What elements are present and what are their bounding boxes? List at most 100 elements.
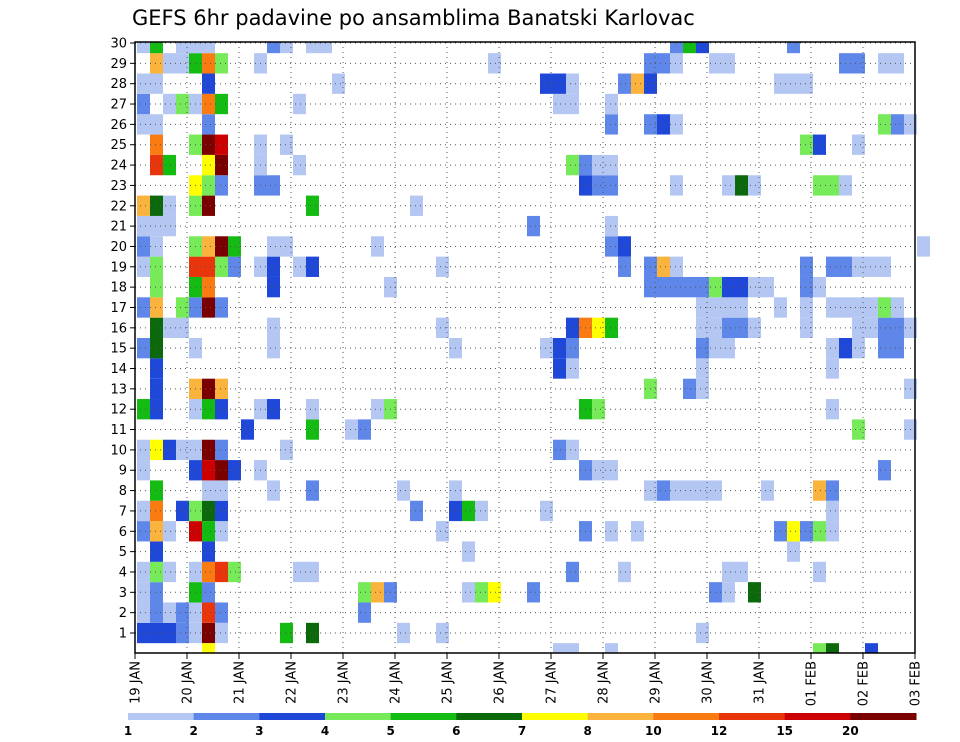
heatmap-cell	[163, 215, 176, 237]
heatmap-cell	[150, 399, 163, 420]
heatmap-cell	[137, 399, 150, 420]
heatmap-cell	[605, 175, 618, 196]
heatmap-cell	[878, 317, 891, 338]
x-tick-label: 28 JAN	[597, 661, 612, 704]
heatmap-cell	[150, 561, 163, 583]
heatmap-cell	[150, 195, 163, 216]
heatmap-cell	[267, 42, 280, 54]
legend-swatch	[653, 713, 720, 720]
heatmap-cell	[150, 439, 163, 461]
heatmap-cell	[592, 154, 605, 176]
heatmap-cell	[436, 622, 449, 644]
heatmap-cell	[683, 480, 696, 501]
heatmap-cell	[150, 276, 163, 298]
y-tick-label: 19	[110, 260, 127, 275]
heatmap-cell	[800, 317, 813, 338]
legend-label: 7	[518, 724, 526, 738]
heatmap-cell	[891, 114, 904, 135]
heatmap-cell	[202, 175, 215, 196]
heatmap-cell	[189, 42, 202, 54]
heatmap-cell	[202, 622, 215, 644]
heatmap-cell	[436, 521, 449, 542]
heatmap-cell	[462, 582, 475, 603]
heatmap-cell	[852, 134, 865, 155]
heatmap-cell	[202, 399, 215, 420]
heatmap-cell	[215, 622, 228, 644]
heatmap-cell	[696, 42, 709, 54]
y-tick-label: 8	[119, 484, 127, 499]
y-tick-label: 26	[110, 118, 127, 133]
heatmap-cell	[202, 439, 215, 461]
heatmap-cell	[826, 643, 839, 653]
heatmap-cell	[306, 195, 319, 216]
y-tick-label: 30	[110, 37, 127, 52]
legend-label: 15	[776, 724, 793, 738]
heatmap-cell	[228, 460, 241, 481]
heatmap-cell	[150, 602, 163, 623]
heatmap-cell	[865, 256, 878, 277]
heatmap-cell	[787, 521, 800, 542]
heatmap-cells	[137, 42, 930, 653]
heatmap-cell	[553, 338, 566, 359]
legend-swatch	[587, 713, 654, 720]
heatmap-cell	[358, 582, 371, 603]
heatmap-cell	[891, 53, 904, 74]
heatmap-cell	[722, 297, 735, 318]
heatmap-cell	[696, 317, 709, 338]
heatmap-cell	[813, 643, 826, 653]
heatmap-cell	[800, 134, 813, 155]
heatmap-cell	[527, 582, 540, 603]
heatmap-cell	[410, 195, 423, 216]
heatmap-cell	[605, 521, 618, 542]
heatmap-cell	[202, 73, 215, 94]
heatmap-cell	[670, 42, 683, 54]
heatmap-cell	[761, 276, 774, 298]
heatmap-cell	[241, 419, 254, 440]
heatmap-cell	[657, 53, 670, 74]
heatmap-cell	[358, 419, 371, 440]
heatmap-cell	[787, 73, 800, 94]
heatmap-cell	[215, 378, 228, 400]
heatmap-cell	[566, 358, 579, 379]
heatmap-cell	[852, 53, 865, 74]
heatmap-cell	[280, 439, 293, 461]
legend-swatch	[522, 713, 589, 720]
heatmap-cell	[163, 317, 176, 338]
heatmap-cell	[137, 93, 150, 115]
heatmap-cell	[306, 561, 319, 583]
y-tick-label: 25	[110, 138, 127, 153]
heatmap-cell	[397, 480, 410, 501]
heatmap-cell	[592, 399, 605, 420]
heatmap-cell	[696, 378, 709, 400]
heatmap-cell	[826, 338, 839, 359]
heatmap-cell	[332, 73, 345, 94]
heatmap-cell	[865, 297, 878, 318]
heatmap-cell	[345, 419, 358, 440]
y-tick-label: 27	[110, 98, 127, 113]
y-tick-label: 3	[119, 586, 127, 601]
heatmap-cell	[527, 215, 540, 237]
heatmap-cell	[696, 338, 709, 359]
heatmap-cell	[176, 602, 189, 623]
heatmap-cell	[150, 297, 163, 318]
heatmap-cell	[150, 256, 163, 277]
heatmap-cell	[553, 643, 566, 653]
heatmap-cell	[826, 256, 839, 277]
heatmap-cell	[813, 175, 826, 196]
heatmap-cell	[852, 256, 865, 277]
x-tick-label: 29 JAN	[649, 661, 664, 704]
heatmap-cell	[566, 643, 579, 653]
legend-label: 20	[842, 724, 859, 738]
y-tick-label: 13	[110, 382, 127, 397]
heatmap-cell	[566, 439, 579, 461]
heatmap-cell	[917, 236, 930, 257]
heatmap-cell	[202, 602, 215, 623]
legend-label: 5	[386, 724, 394, 738]
legend-label: 3	[255, 724, 263, 738]
x-tick-label: 20 JAN	[181, 661, 196, 704]
heatmap-cell	[215, 256, 228, 277]
heatmap-cell	[371, 236, 384, 257]
heatmap-cell	[657, 114, 670, 135]
heatmap-cell	[150, 358, 163, 379]
